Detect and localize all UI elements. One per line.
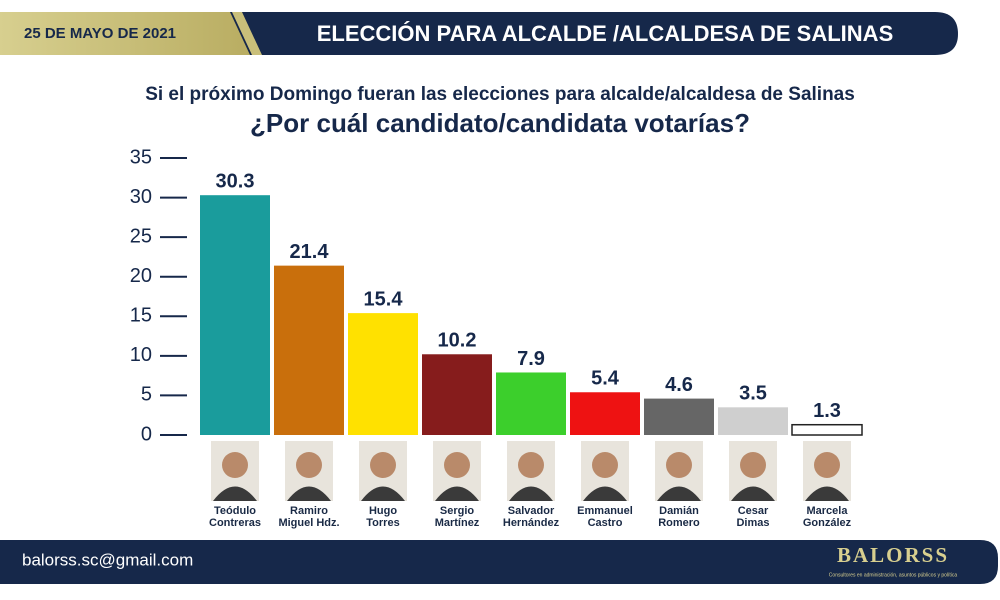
footer-brand: BALORSS [837, 543, 949, 567]
x-tick-label: Ramiro Miguel Hdz. [278, 505, 340, 529]
photo-head [592, 452, 618, 478]
date-stripe [232, 12, 262, 55]
bar [791, 423, 863, 436]
x-tick-label: Sergio Martínez [434, 505, 480, 529]
y-tick-label: 30 [130, 186, 152, 208]
photo-body [287, 486, 331, 501]
photo-body [509, 486, 553, 501]
value-label: 1.3 [813, 400, 841, 422]
footer-tagline: Consultores en administración, asuntos p… [829, 572, 958, 578]
x-tick-label: Salvador Hernández [502, 505, 560, 529]
bar [274, 265, 344, 435]
footer-email: balorss.sc@gmail.com [22, 550, 193, 569]
value-label: 3.5 [739, 383, 767, 405]
date-box [0, 12, 250, 55]
photo-head [666, 452, 692, 478]
y-tick-label: 35 [130, 146, 152, 168]
x-tick-label: Cesar Dimas [736, 505, 770, 529]
y-tick-label: 0 [141, 423, 152, 445]
photo-body [435, 486, 479, 501]
photo-head [814, 452, 840, 478]
value-label: 10.2 [438, 330, 477, 352]
x-tick-label: Hugo Torres [366, 505, 400, 529]
x-tick-label: Emmanuel Castro [577, 505, 633, 529]
value-label: 30.3 [216, 170, 255, 192]
photo-head [222, 452, 248, 478]
photo-head [740, 452, 766, 478]
x-tick-label: Damián Romero [658, 505, 700, 529]
value-label: 4.6 [665, 374, 693, 396]
photo-head [444, 452, 470, 478]
photo-head [296, 452, 322, 478]
y-tick-label: 20 [130, 265, 152, 287]
y-tick-label: 10 [130, 344, 152, 366]
bar [200, 195, 270, 435]
y-tick-label: 15 [130, 305, 152, 327]
date: 25 DE MAYO DE 2021 [24, 25, 176, 42]
value-label: 5.4 [591, 368, 620, 390]
chart-subtitle: Si el próximo Domingo fueran las eleccio… [145, 84, 855, 105]
y-tick-label: 5 [141, 384, 152, 406]
photo-body [805, 486, 849, 501]
photo-head [518, 452, 544, 478]
bar [718, 407, 788, 435]
header-title: ELECCIÓN PARA ALCALDE /ALCALDESA DE SALI… [317, 21, 894, 46]
photo-body [657, 486, 701, 501]
photo-body [583, 486, 627, 501]
footer-bar [0, 540, 998, 584]
y-tick-label: 25 [130, 225, 152, 247]
photo-head [370, 452, 396, 478]
x-tick-label: Teódulo Contreras [209, 505, 261, 529]
bar [644, 398, 714, 435]
photo-body [213, 486, 257, 501]
value-label: 21.4 [290, 241, 330, 263]
value-label: 7.9 [517, 348, 545, 370]
photo-body [361, 486, 405, 501]
x-tick-label: Marcela González [802, 505, 852, 529]
photo-body [731, 486, 775, 501]
value-label: 15.4 [364, 288, 404, 310]
bar [570, 392, 640, 435]
bar [422, 354, 492, 435]
bar [496, 372, 566, 435]
bar [348, 313, 418, 435]
chart-title: ¿Por cuál candidato/candidata votarías? [250, 108, 750, 138]
